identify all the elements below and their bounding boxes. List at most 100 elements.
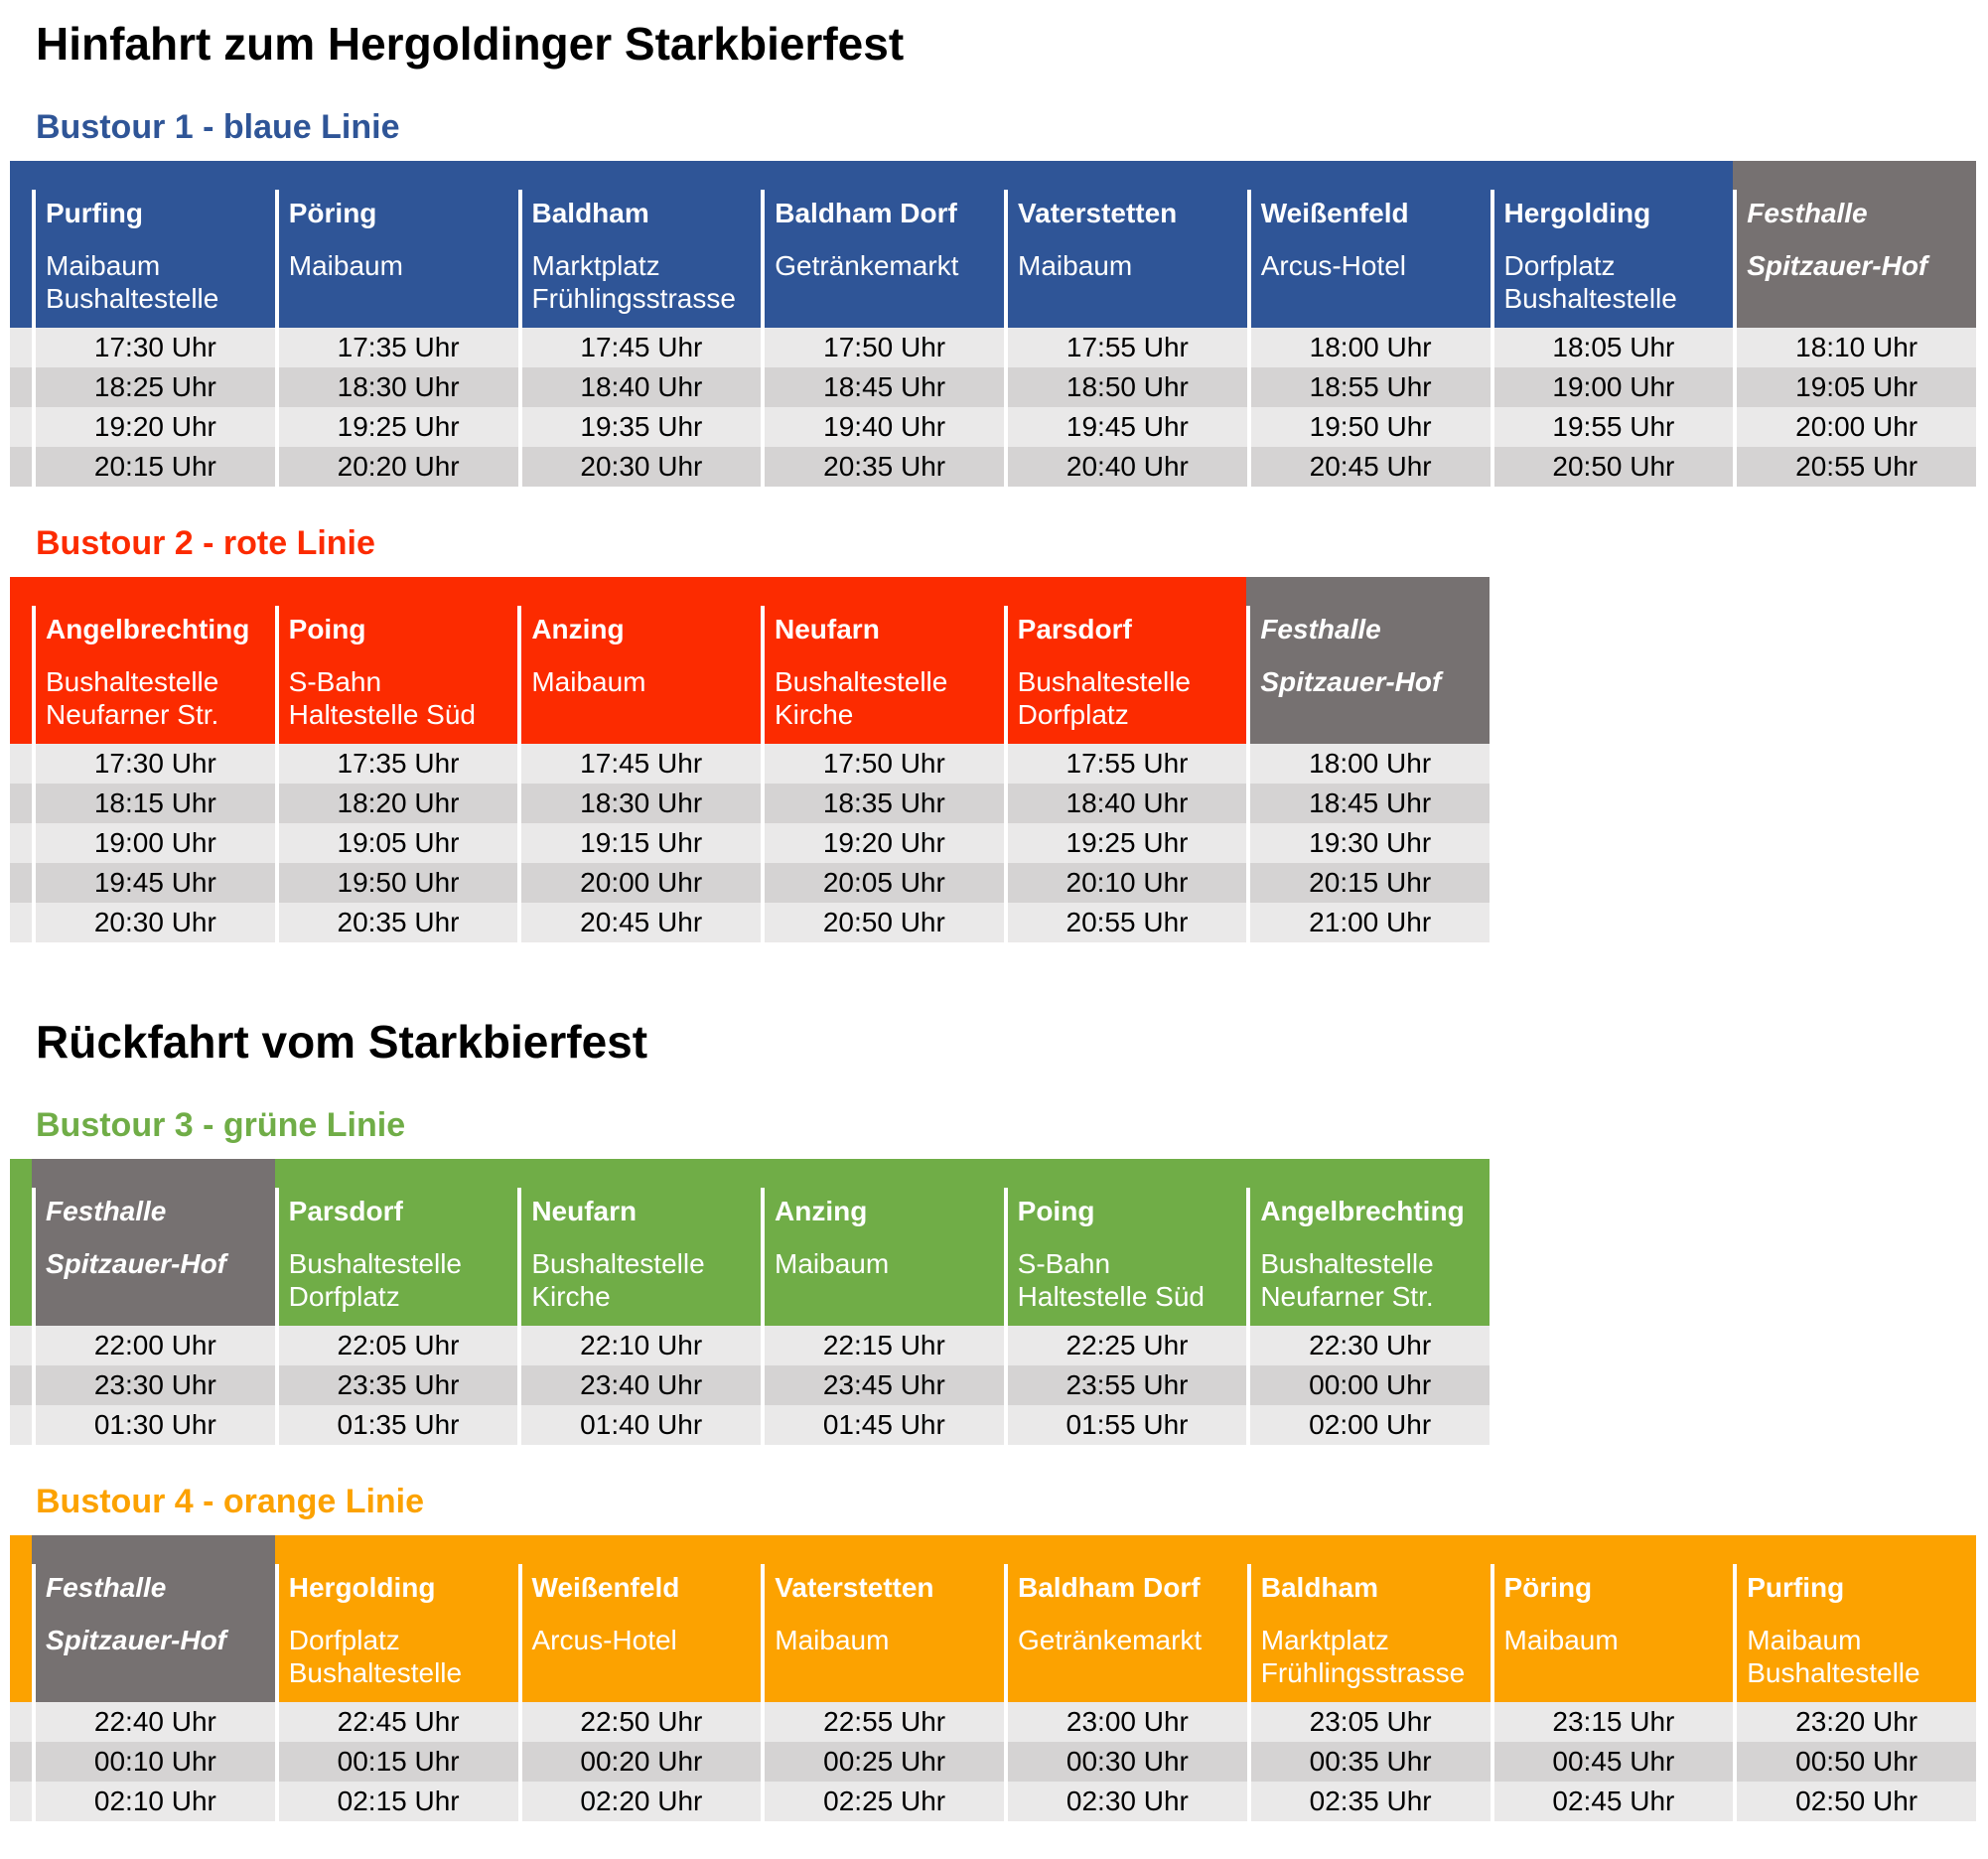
departure-time-cell: 01:35 Uhr [274,1405,518,1446]
stop-name: Angelbrechting [46,614,250,645]
stop-detail: Bushaltestelle Kirche [775,666,948,731]
stop-name: Hergolding [1503,197,1651,228]
stop-detail: Marktplatz Frühlingsstrasse [531,249,736,314]
stop-detail: Arcus-Hotel [1260,249,1407,281]
stop-name: Vaterstetten [1018,197,1178,228]
stop-name: Purfing [46,197,143,228]
departure-time-cell: 22:15 Uhr [761,1326,1004,1366]
departure-time-cell: 20:30 Uhr [32,903,275,943]
departure-time-cell: 22:25 Uhr [1003,1326,1247,1366]
stop-name: Poing [1017,1196,1095,1227]
stop-detail: S-Bahn Haltestelle Süd [288,666,476,731]
stop-header-cell-4: Baldham Dorf Getränkemarkt [761,160,1004,328]
departure-time-cell: 19:00 Uhr [32,823,275,864]
departure-time-cell: 23:00 Uhr [1004,1702,1247,1743]
stop-name: Pöring [288,197,377,228]
venue-header-cell-6: Festhalle Spitzauer-Hof [1246,577,1490,745]
row-accent-strip [10,1782,32,1822]
stop-name: Poing [288,614,366,645]
bus-tour-section-2: Bustour 2 - rote Linie Angelbrechting Bush… [0,524,1988,943]
departure-time-cell: 17:55 Uhr [1003,744,1247,785]
departure-time-cell: 19:45 Uhr [32,863,275,904]
stop-detail: S-Bahn Haltestelle Süd [1017,1248,1205,1313]
stop-detail: Spitzauer-Hof [46,1625,226,1656]
stop-detail: Spitzauer-Hof [1747,249,1928,281]
departure-time-cell: 22:55 Uhr [761,1702,1004,1743]
departure-time-cell: 20:55 Uhr [1733,446,1976,487]
departure-time-cell: 02:25 Uhr [761,1782,1004,1822]
bus-timetable-1: Purfing Maibaum Bushaltestelle Pöring Maibau… [10,160,1976,487]
departure-time-cell: 20:15 Uhr [1246,863,1490,904]
stop-detail: Maibaum Bushaltestelle [46,249,219,314]
stop-detail: Getränkemarkt [775,249,959,281]
departure-time-cell: 00:25 Uhr [761,1742,1004,1783]
departure-time-cell: 00:00 Uhr [1246,1365,1490,1406]
stop-detail: Maibaum [775,1248,890,1280]
stop-header-cell-8: Purfing Maibaum Bushaltestelle [1733,1535,1976,1703]
stop-name: Baldham [531,197,649,228]
bus-tour-section-3: Bustour 3 - grüne Linie Festhalle Spitzaue… [0,1106,1988,1446]
departure-time-cell: 00:50 Uhr [1733,1742,1976,1783]
stop-header-cell-2: Parsdorf Bushaltestelle Dorfplatz [274,1159,518,1327]
departure-time-cell: 00:15 Uhr [274,1742,518,1783]
stop-detail: Maibaum [1018,249,1133,281]
departure-time-cell: 19:45 Uhr [1004,406,1247,447]
outbound-tours-container: Bustour 1 - blaue Linie Purfing Maibaum Bus… [0,108,1988,943]
departure-time-cell: 02:50 Uhr [1733,1782,1976,1822]
departure-time-cell: 17:35 Uhr [274,327,518,367]
departure-time-cell: 22:05 Uhr [274,1326,518,1366]
stop-detail: Bushaltestelle Neufarner Str. [46,666,219,731]
stop-header-cell-1: Angelbrechting Bushaltestelle Neufarner St… [32,577,275,745]
stop-header-cell-6: Baldham Marktplatz Frühlingsstrasse [1246,1535,1491,1703]
stop-detail: Bushaltestelle Dorfplatz [1017,666,1191,731]
stop-name: Vaterstetten [775,1572,934,1604]
departure-time-cell: 02:15 Uhr [274,1782,518,1822]
departure-time-cell: 02:00 Uhr [1246,1405,1490,1446]
stop-detail: Bushaltestelle Dorfplatz [288,1248,462,1313]
stop-detail: Bushaltestelle Neufarner Str. [1260,1248,1434,1313]
departure-time-cell: 17:35 Uhr [274,744,518,785]
departure-time-cell: 18:40 Uhr [1003,784,1247,824]
departure-time-cell: 20:50 Uhr [761,903,1004,943]
departure-time-cell: 19:55 Uhr [1490,406,1734,447]
departure-time-cell: 20:55 Uhr [1003,903,1247,943]
departure-time-cell: 00:45 Uhr [1490,1742,1734,1783]
departure-time-cell: 18:05 Uhr [1490,327,1734,367]
stop-detail: Bushaltestelle Kirche [531,1248,705,1313]
departure-time-cell: 22:00 Uhr [32,1326,275,1366]
departure-time-cell: 17:45 Uhr [517,744,761,785]
stop-detail: Maibaum [288,249,403,281]
stop-header-cell-3: Neufarn Bushaltestelle Kirche [517,1159,761,1327]
row-accent-strip [10,823,32,864]
bus-timetable-3: Festhalle Spitzauer-Hof Parsdorf Bushaltest… [10,1159,1490,1446]
header-accent-strip [10,1159,32,1327]
departure-time-cell: 02:20 Uhr [517,1782,762,1822]
departure-time-cell: 19:50 Uhr [1246,406,1491,447]
departure-time-cell: 01:30 Uhr [32,1405,275,1446]
stop-header-cell-7: Pöring Maibaum [1490,1535,1734,1703]
row-accent-strip [10,863,32,904]
header-accent-strip [10,1535,32,1703]
stop-header-cell-6: Weißenfeld Arcus-Hotel [1246,160,1491,328]
departure-time-cell: 01:55 Uhr [1003,1405,1247,1446]
departure-time-cell: 18:25 Uhr [32,366,275,407]
stop-name: Angelbrechting [1260,1196,1465,1227]
stop-detail: Maibaum [531,666,646,698]
departure-time-cell: 18:20 Uhr [274,784,518,824]
stop-detail: Arcus-Hotel [531,1625,677,1656]
stop-name: Anzing [531,614,625,645]
venue-header-cell-1: Festhalle Spitzauer-Hof [32,1535,275,1703]
departure-time-cell: 20:05 Uhr [761,863,1004,904]
row-accent-strip [10,744,32,785]
departure-time-cell: 22:50 Uhr [517,1702,762,1743]
stop-name: Neufarn [775,614,880,645]
departure-time-cell: 20:40 Uhr [1004,446,1247,487]
departure-time-cell: 20:15 Uhr [32,446,275,487]
departure-time-cell: 20:20 Uhr [274,446,518,487]
stop-name: Baldham [1260,1572,1378,1604]
departure-time-cell: 02:10 Uhr [32,1782,275,1822]
stop-header-cell-4: Vaterstetten Maibaum [761,1535,1004,1703]
stop-detail: Getränkemarkt [1018,1625,1203,1656]
venue-header-cell-1: Festhalle Spitzauer-Hof [32,1159,275,1327]
departure-time-cell: 01:45 Uhr [761,1405,1004,1446]
